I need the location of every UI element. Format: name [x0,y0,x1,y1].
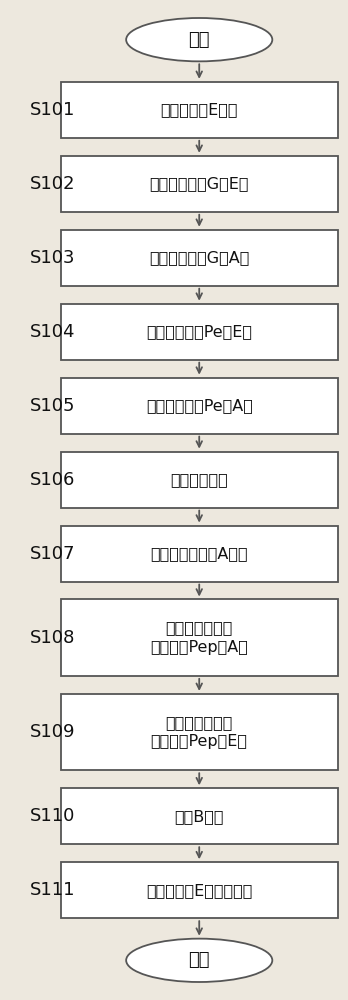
Text: 结束: 结束 [189,951,210,969]
Text: S108: S108 [30,629,75,647]
FancyBboxPatch shape [61,378,338,434]
Text: 开始: 开始 [189,31,210,49]
FancyBboxPatch shape [61,304,338,360]
FancyBboxPatch shape [61,694,338,770]
FancyBboxPatch shape [61,156,338,212]
Text: S104: S104 [30,323,75,341]
Ellipse shape [126,939,272,982]
FancyBboxPatch shape [61,788,338,844]
Text: 测量特定患者的A导联: 测量特定患者的A导联 [150,546,248,561]
Text: 计算B导联: 计算B导联 [174,809,224,824]
Text: 计算群体系数G（A）: 计算群体系数G（A） [149,250,250,265]
Text: 测量群体的E导联: 测量群体的E导联 [160,102,238,117]
FancyBboxPatch shape [61,230,338,286]
Text: S107: S107 [30,545,75,563]
Text: S101: S101 [30,101,75,119]
Text: S102: S102 [30,175,75,193]
Text: S106: S106 [30,471,75,489]
Text: S103: S103 [30,249,75,267]
Text: 显示合成的E导联心电图: 显示合成的E导联心电图 [146,883,252,898]
Text: 计算个体系数Pe（E）: 计算个体系数Pe（E） [146,324,252,339]
Text: 计算特定患者的
个体系数Pep（E）: 计算特定患者的 个体系数Pep（E） [151,715,248,749]
FancyBboxPatch shape [61,82,338,138]
Text: S110: S110 [30,807,75,825]
Text: 计算个体系数Pe（A）: 计算个体系数Pe（A） [146,398,253,413]
FancyBboxPatch shape [61,599,338,676]
Text: 计算特定患者的
个体系数Pep（A）: 计算特定患者的 个体系数Pep（A） [150,620,248,655]
FancyBboxPatch shape [61,452,338,508]
Text: 计算回归公式: 计算回归公式 [171,472,228,487]
Text: S111: S111 [30,881,75,899]
FancyBboxPatch shape [61,526,338,582]
Ellipse shape [126,18,272,61]
Text: S109: S109 [30,723,75,741]
FancyBboxPatch shape [61,862,338,918]
Text: S105: S105 [30,397,75,415]
Text: 计算群体系数G（E）: 计算群体系数G（E） [150,176,249,191]
